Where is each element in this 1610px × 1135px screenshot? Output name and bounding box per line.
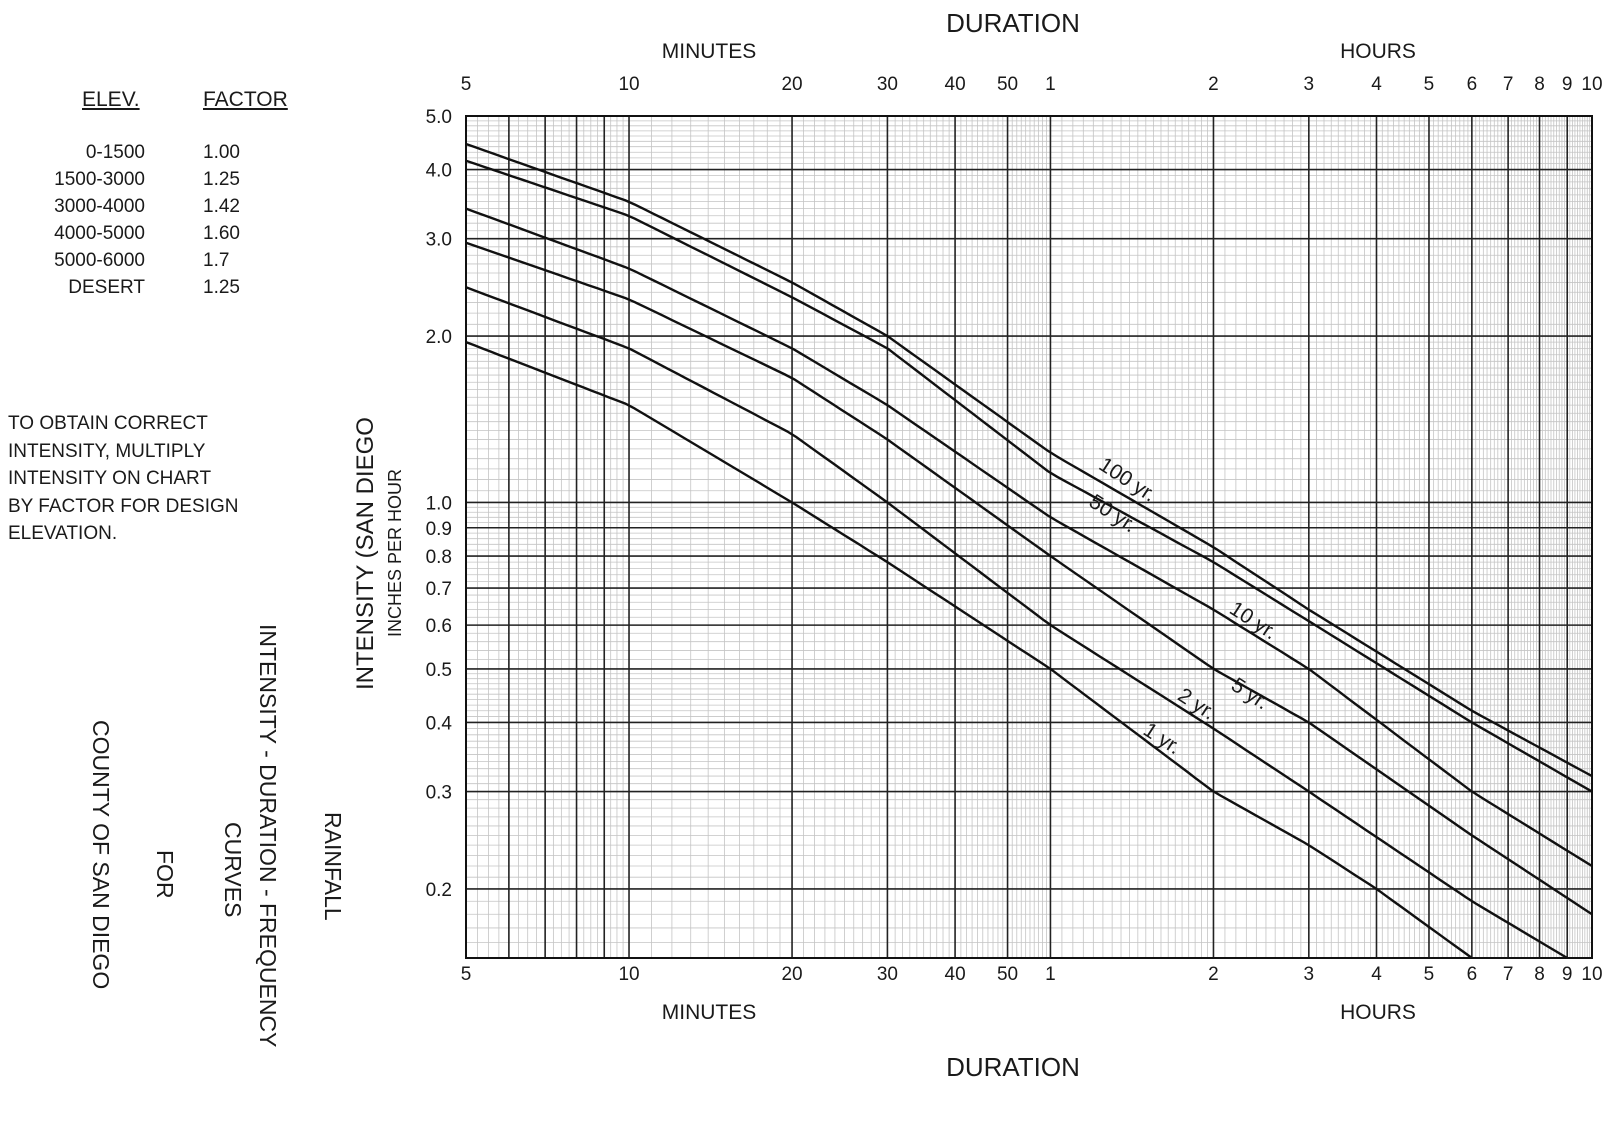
elev-range: 3000-4000 bbox=[54, 196, 145, 217]
factor-value: 1.7 bbox=[203, 250, 230, 271]
y-tick-label: 2.0 bbox=[426, 327, 452, 348]
table-row: 1500-3000 1.25 bbox=[20, 169, 310, 196]
grid-minor bbox=[465, 115, 1593, 959]
y-tick-label: 4.0 bbox=[426, 161, 452, 182]
x-tick-label: 6 bbox=[1467, 74, 1478, 95]
x-tick-label: 7 bbox=[1503, 74, 1514, 95]
x-tick-label: 3 bbox=[1304, 964, 1315, 985]
x-tick-label: 6 bbox=[1467, 964, 1478, 985]
minutes-label-bottom: MINUTES bbox=[662, 1001, 757, 1024]
x-tick-label: 5 bbox=[461, 74, 472, 95]
x-tick-label: 50 bbox=[997, 964, 1018, 985]
x-tick-label: 1 bbox=[1045, 74, 1056, 95]
x-tick-label: 40 bbox=[945, 74, 966, 95]
tick-labels: 5510102020303040405050112233445566778899… bbox=[426, 74, 1603, 985]
x-tick-label: 10 bbox=[1581, 74, 1602, 95]
factor-value: 1.60 bbox=[203, 223, 240, 244]
x-tick-label: 30 bbox=[877, 74, 898, 95]
x-tick-label: 3 bbox=[1304, 74, 1315, 95]
note-line: ELEVATION. bbox=[8, 523, 118, 544]
y-tick-label: 5.0 bbox=[426, 107, 452, 128]
x-tick-label: 7 bbox=[1503, 964, 1514, 985]
note-line: BY FACTOR FOR DESIGN bbox=[8, 495, 239, 517]
x-tick-label: 2 bbox=[1208, 74, 1219, 95]
elev-range: 5000-6000 bbox=[54, 250, 145, 271]
note-line: TO OBTAIN CORRECT bbox=[8, 413, 208, 434]
table-row: 0-1500 1.00 bbox=[20, 142, 310, 169]
grid-major bbox=[465, 115, 1593, 959]
table-row: 3000-4000 1.42 bbox=[20, 196, 310, 223]
y-tick-label: 0.7 bbox=[426, 579, 452, 600]
note-line: INTENSITY ON CHART bbox=[8, 468, 212, 489]
minutes-label-top: MINUTES bbox=[662, 40, 757, 63]
x-tick-label: 1 bbox=[1045, 964, 1056, 985]
curves: 100 yr.50 yr.10 yr.5 yr.2 yr.1 yr. bbox=[465, 142, 1593, 960]
curve-line bbox=[465, 340, 1473, 959]
y-tick-label: 3.0 bbox=[426, 230, 452, 251]
chart-title-top: DURATION bbox=[946, 8, 1080, 38]
x-tick-label: 4 bbox=[1371, 964, 1382, 985]
x-tick-label: 40 bbox=[945, 964, 966, 985]
x-tick-label: 5 bbox=[1424, 964, 1435, 985]
y-tick-label: 0.5 bbox=[426, 660, 452, 681]
table-row: 5000-6000 1.7 bbox=[20, 250, 310, 277]
elev-range: 1500-3000 bbox=[54, 169, 145, 190]
y-tick-label: 0.6 bbox=[426, 616, 452, 637]
series-label: 10 yr. bbox=[1225, 597, 1281, 644]
y-tick-label: 0.2 bbox=[426, 880, 452, 901]
x-tick-label: 9 bbox=[1562, 74, 1573, 95]
curve-line bbox=[465, 207, 1593, 868]
elev-range: DESERT bbox=[68, 277, 145, 298]
x-tick-label: 2 bbox=[1208, 964, 1219, 985]
x-tick-label: 8 bbox=[1534, 964, 1545, 985]
factor-value: 1.00 bbox=[203, 142, 240, 163]
plot-frame bbox=[465, 115, 1593, 959]
curve-line bbox=[465, 142, 1593, 778]
curve-line bbox=[465, 159, 1593, 793]
correction-note: TO OBTAIN CORRECT INTENSITY, MULTIPLY IN… bbox=[8, 410, 239, 548]
x-tick-label: 30 bbox=[877, 964, 898, 985]
y-tick-label: 0.8 bbox=[426, 547, 452, 568]
x-tick-label: 5 bbox=[1424, 74, 1435, 95]
y-tick-label: 0.9 bbox=[426, 519, 452, 540]
curve-line bbox=[465, 286, 1568, 960]
x-tick-label: 5 bbox=[461, 964, 472, 985]
table-row: 4000-5000 1.60 bbox=[20, 223, 310, 250]
factor-value: 1.25 bbox=[203, 277, 240, 298]
y-tick-label: 0.4 bbox=[426, 713, 453, 734]
x-tick-label: 9 bbox=[1562, 964, 1573, 985]
y-tick-label: 1.0 bbox=[426, 493, 452, 514]
x-tick-label: 4 bbox=[1371, 74, 1382, 95]
factor-value: 1.42 bbox=[203, 196, 240, 217]
y-tick-label: 0.3 bbox=[426, 783, 452, 804]
curve-line bbox=[465, 241, 1593, 916]
table-row: DESERT 1.25 bbox=[20, 277, 310, 304]
elev-header: ELEV. bbox=[82, 88, 140, 111]
x-tick-label: 8 bbox=[1534, 74, 1545, 95]
elev-range: 4000-5000 bbox=[54, 223, 145, 244]
x-tick-label: 50 bbox=[997, 74, 1018, 95]
x-tick-label: 10 bbox=[618, 74, 639, 95]
hours-label-bottom: HOURS bbox=[1340, 1001, 1416, 1024]
x-tick-label: 20 bbox=[781, 964, 802, 985]
x-tick-label: 10 bbox=[1581, 964, 1602, 985]
x-tick-label: 20 bbox=[781, 74, 802, 95]
note-line: INTENSITY, MULTIPLY bbox=[8, 440, 206, 462]
elev-range: 0-1500 bbox=[85, 142, 145, 163]
factor-header: FACTOR bbox=[203, 88, 288, 111]
factor-value: 1.25 bbox=[203, 169, 240, 190]
chart-title-bottom: DURATION bbox=[946, 1052, 1080, 1082]
x-tick-label: 10 bbox=[618, 964, 639, 985]
hours-label-top: HOURS bbox=[1340, 40, 1416, 63]
